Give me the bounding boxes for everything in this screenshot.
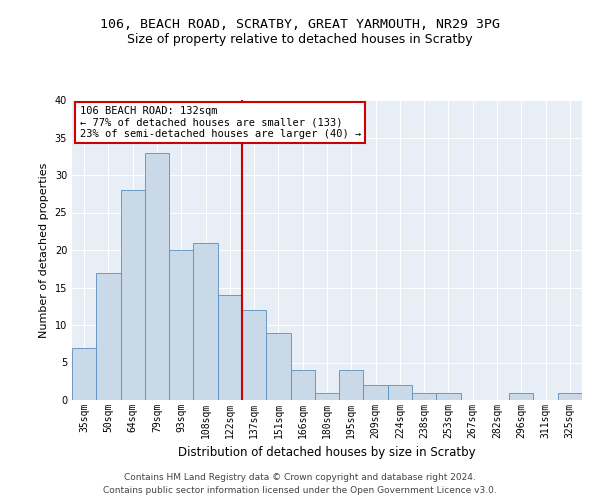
Bar: [558, 392, 582, 400]
Text: Contains HM Land Registry data © Crown copyright and database right 2024.: Contains HM Land Registry data © Crown c…: [124, 474, 476, 482]
Text: Size of property relative to detached houses in Scratby: Size of property relative to detached ho…: [127, 32, 473, 46]
X-axis label: Distribution of detached houses by size in Scratby: Distribution of detached houses by size …: [178, 446, 476, 460]
Bar: [169, 250, 193, 400]
Bar: [72, 348, 96, 400]
Bar: [193, 242, 218, 400]
Bar: [121, 190, 145, 400]
Bar: [509, 392, 533, 400]
Text: 106, BEACH ROAD, SCRATBY, GREAT YARMOUTH, NR29 3PG: 106, BEACH ROAD, SCRATBY, GREAT YARMOUTH…: [100, 18, 500, 30]
Bar: [145, 152, 169, 400]
Bar: [218, 295, 242, 400]
Bar: [339, 370, 364, 400]
Bar: [388, 385, 412, 400]
Bar: [412, 392, 436, 400]
Bar: [364, 385, 388, 400]
Bar: [315, 392, 339, 400]
Text: Contains public sector information licensed under the Open Government Licence v3: Contains public sector information licen…: [103, 486, 497, 495]
Bar: [96, 272, 121, 400]
Y-axis label: Number of detached properties: Number of detached properties: [39, 162, 49, 338]
Bar: [290, 370, 315, 400]
Bar: [436, 392, 461, 400]
Bar: [242, 310, 266, 400]
Bar: [266, 332, 290, 400]
Text: 106 BEACH ROAD: 132sqm
← 77% of detached houses are smaller (133)
23% of semi-de: 106 BEACH ROAD: 132sqm ← 77% of detached…: [80, 106, 361, 139]
